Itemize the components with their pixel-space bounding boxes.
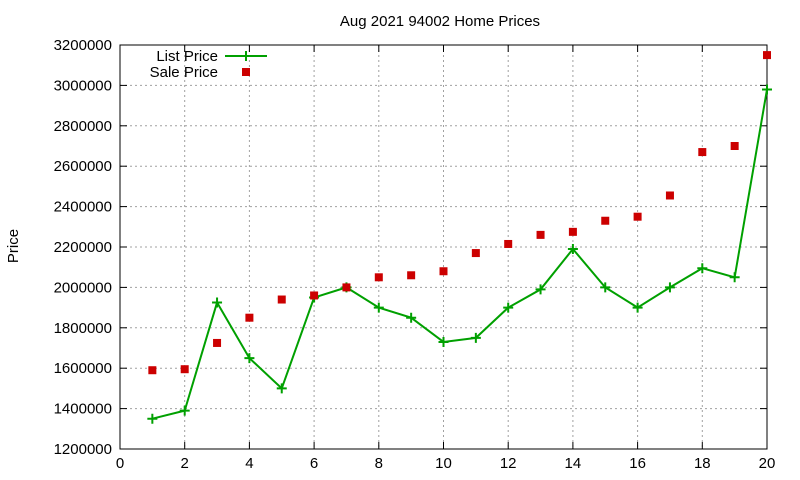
list-price-point	[600, 282, 611, 293]
x-tick-label: 8	[375, 455, 383, 472]
sale-price-point	[471, 249, 480, 258]
y-tick-label: 2000000	[54, 279, 112, 296]
legend-label: Sale Price	[150, 64, 218, 81]
list-price-point	[762, 84, 772, 95]
legend-plus-marker	[241, 51, 251, 61]
x-tick-label: 20	[759, 455, 776, 472]
list-price-point	[664, 282, 675, 293]
sale-price-point	[148, 366, 157, 375]
sale-price-point	[536, 230, 545, 239]
list-price-line	[152, 89, 768, 420]
axes: 0 2 4 6 8 10 12 14 16 18 20 1200000 1400000 1600000 18…	[54, 37, 776, 472]
list-price-point	[438, 336, 449, 347]
y-tick-label: 3200000	[54, 37, 112, 54]
x-tick-label: 16	[629, 455, 646, 472]
sale-price-point	[213, 338, 222, 347]
x-tick-label: 14	[565, 455, 582, 472]
y-tick-label: 1800000	[54, 320, 112, 337]
sale-price-point	[374, 273, 383, 282]
x-tick-label: 2	[181, 455, 189, 472]
y-tick-label: 2800000	[54, 118, 112, 135]
sale-price-point	[310, 291, 319, 300]
sale-price-point	[439, 267, 448, 276]
y-tick-label: 3000000	[54, 77, 112, 94]
list-price-point	[373, 302, 384, 313]
sale-price-point	[342, 283, 351, 292]
list-price-point	[632, 302, 643, 313]
sale-price-point	[180, 365, 189, 374]
list-price-point	[406, 312, 417, 323]
legend-label: List Price	[156, 48, 218, 65]
sale-price-point	[277, 295, 286, 304]
x-tick-label: 10	[435, 455, 452, 472]
list-price-point	[503, 302, 514, 313]
series-layer	[147, 51, 772, 424]
x-tick-label: 4	[245, 455, 253, 472]
list-price-point	[729, 272, 740, 283]
list-price-point	[276, 383, 287, 394]
list-price-point	[567, 244, 578, 255]
chart-title: Aug 2021 94002 Home Prices	[340, 13, 540, 30]
list-price-point	[697, 263, 708, 274]
sale-price-point	[763, 51, 771, 60]
y-axis-label: Price	[5, 229, 22, 263]
y-tick-label: 1200000	[54, 441, 112, 458]
x-tick-label: 12	[500, 455, 517, 472]
sale-price-point	[633, 212, 642, 221]
x-tick-label: 0	[116, 455, 124, 472]
grid	[120, 45, 767, 449]
list-price-point	[179, 405, 190, 416]
sale-price-point	[568, 227, 577, 236]
plot-frame	[119, 44, 768, 450]
list-price-point	[535, 284, 546, 295]
list-price-point	[147, 413, 158, 424]
sale-price-point	[665, 191, 674, 200]
y-tick-label: 1400000	[54, 401, 112, 418]
sale-price-point	[245, 313, 254, 322]
x-tick-label: 18	[694, 455, 711, 472]
list-price-point	[244, 353, 255, 364]
x-tick-label: 6	[310, 455, 318, 472]
sale-price-point	[730, 142, 739, 150]
sale-price-point	[601, 216, 610, 225]
y-tick-label: 2400000	[54, 199, 112, 216]
sale-price-point	[504, 239, 513, 248]
list-price-point	[212, 297, 223, 308]
y-tick-label: 2600000	[54, 158, 112, 175]
legend-square-marker	[242, 68, 250, 76]
list-price-point	[470, 332, 481, 343]
sale-price-point	[698, 148, 707, 157]
y-tick-label: 1600000	[54, 360, 112, 377]
sale-price-point	[407, 271, 416, 280]
y-tick-label: 2200000	[54, 239, 112, 256]
